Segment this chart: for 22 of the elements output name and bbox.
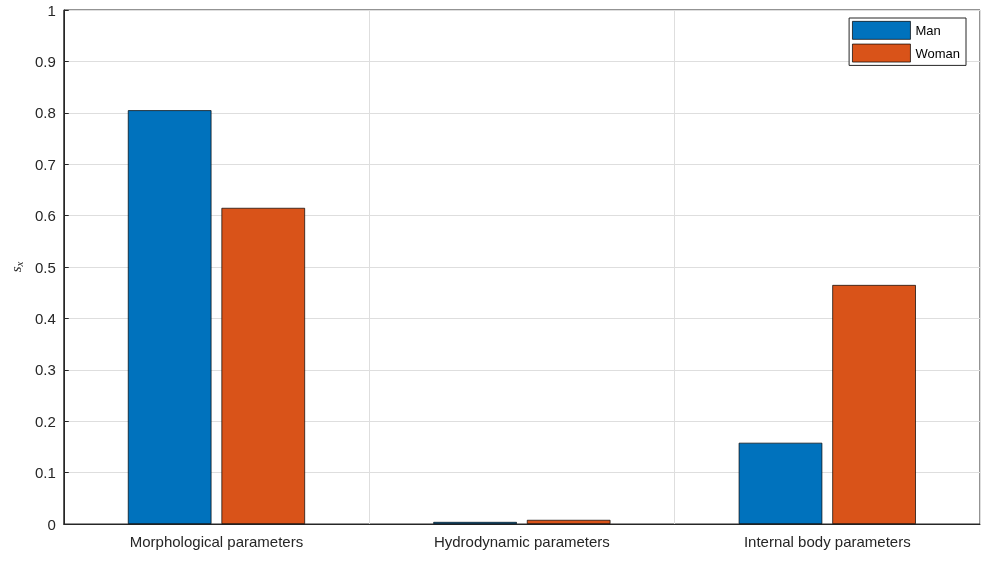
y-axis-title: sx xyxy=(7,261,25,273)
x-tick-label: Morphological parameters xyxy=(129,533,304,550)
y-tick-label: 0.8 xyxy=(34,104,56,122)
bar xyxy=(526,519,611,524)
bar xyxy=(221,207,306,524)
y-tick-label: 0.7 xyxy=(34,155,56,173)
bar xyxy=(127,110,212,524)
bar xyxy=(738,442,823,524)
y-tick-label: 0.9 xyxy=(34,52,56,70)
y-tick-label: 0.3 xyxy=(34,361,56,379)
y-tick-label: 0.6 xyxy=(34,207,56,225)
y-tick-label: 1 xyxy=(47,1,56,19)
legend-label: Woman xyxy=(915,45,961,61)
y-tick-label: 0.5 xyxy=(34,258,56,276)
y-tick-label: 0 xyxy=(47,515,56,533)
y-tick-label: 0.2 xyxy=(34,412,56,430)
x-tick-label: Hydrodynamic parameters xyxy=(433,533,610,550)
legend-label: Man xyxy=(915,22,941,38)
y-tick-label: 0.4 xyxy=(34,309,56,327)
y-tick-label: 0.1 xyxy=(34,464,56,482)
bar xyxy=(832,284,916,524)
x-tick-label: Internal body parameters xyxy=(743,533,911,550)
